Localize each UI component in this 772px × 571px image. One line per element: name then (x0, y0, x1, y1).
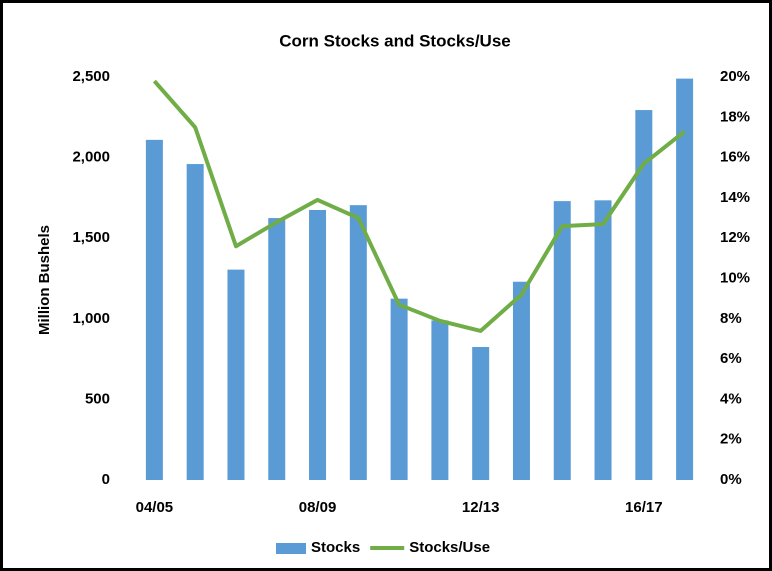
bar (145, 139, 163, 481)
bar (512, 281, 530, 480)
chart-title: Corn Stocks and Stocks/Use (279, 31, 510, 50)
y2-tick-label: 2% (720, 431, 742, 448)
x-tick-label: 12/13 (462, 499, 500, 516)
y2-tick-label: 8% (720, 310, 742, 327)
y2-tick-label: 6% (720, 350, 742, 367)
bar (309, 209, 327, 481)
x-tick-label: 04/05 (136, 499, 174, 516)
line (152, 79, 686, 333)
y2-tick-label: 12% (720, 229, 750, 246)
y-tick-label: 1,000 (72, 310, 110, 327)
y2-tick-label: 0% (720, 471, 742, 488)
y-tick-label: 500 (85, 390, 110, 407)
y-tick-label: 2,000 (72, 149, 110, 166)
y2-tick-label: 14% (720, 189, 750, 206)
bar (186, 164, 204, 480)
legend-label: Stocks/Use (409, 539, 490, 556)
bar (268, 218, 286, 481)
bar (227, 269, 245, 480)
x-tick-label: 16/17 (625, 499, 663, 516)
legend-swatch (276, 543, 306, 554)
bar (390, 298, 408, 480)
y2-tick-label: 16% (720, 149, 750, 166)
y2-tick-label: 4% (720, 390, 742, 407)
y-tick-label: 1,500 (72, 229, 110, 246)
y2-tick-label: 18% (720, 108, 750, 125)
bar (472, 347, 490, 480)
x-tick-label: 08/09 (299, 499, 337, 516)
bar (635, 110, 653, 481)
bar (553, 201, 571, 480)
y-tick-label: 2,500 (72, 68, 110, 85)
bar (349, 205, 367, 481)
y-tick-label: 0 (102, 471, 110, 488)
bar (431, 320, 449, 480)
y2-tick-label: 20% (720, 68, 750, 85)
legend-label: Stocks (311, 539, 360, 556)
bar (594, 200, 612, 480)
y2-tick-label: 10% (720, 269, 750, 286)
bar (676, 78, 694, 480)
y-axis-label: Million Bushels (36, 225, 53, 335)
